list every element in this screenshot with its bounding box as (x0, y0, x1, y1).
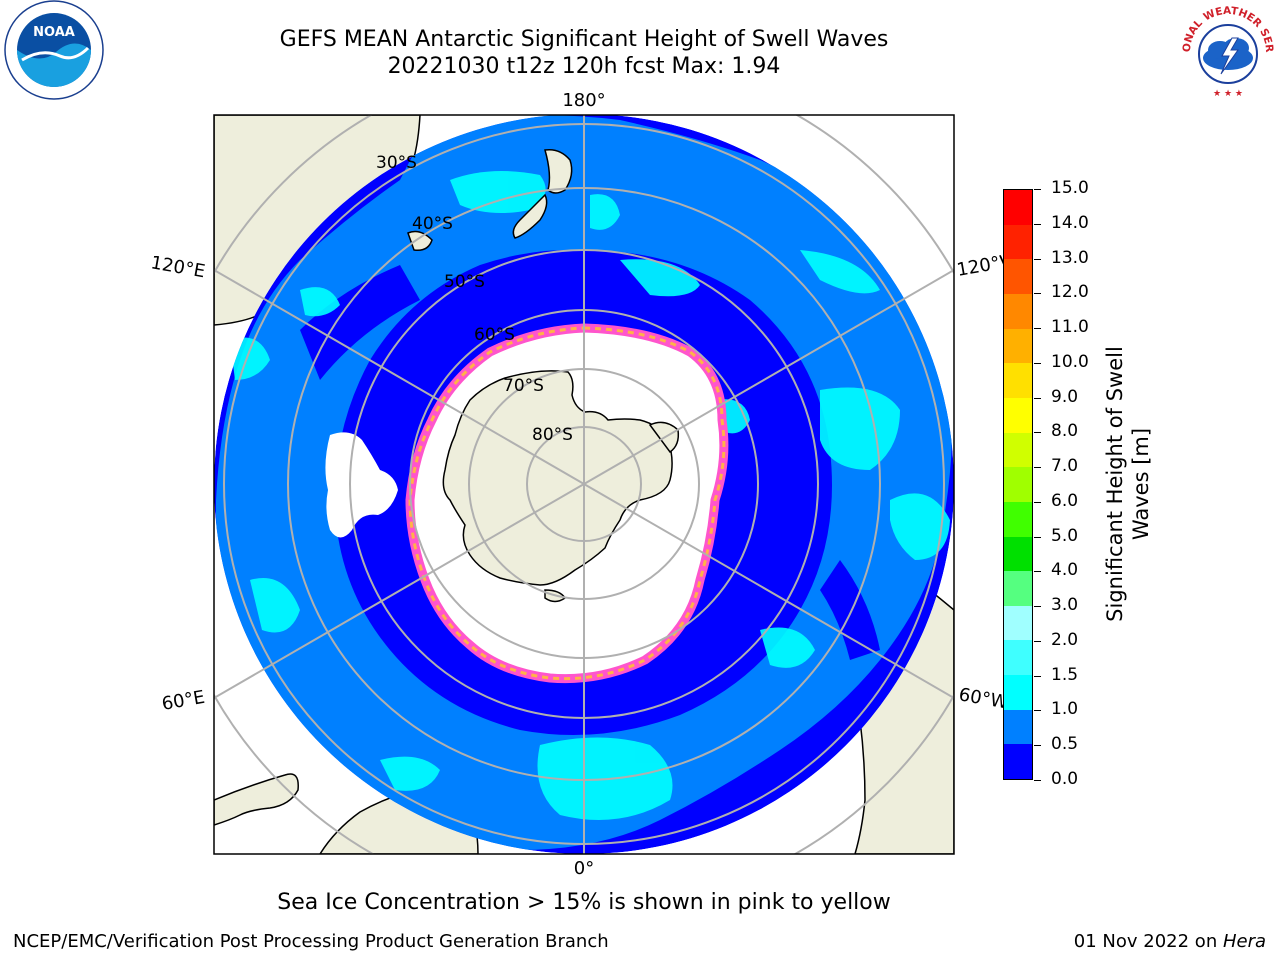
footer-branch: NCEP/EMC/Verification Post Processing Pr… (13, 931, 609, 952)
white-patch (325, 432, 398, 538)
colorbar-tick-label: 1.5 (1051, 664, 1079, 685)
lon-label-120e: 120°E (149, 252, 207, 282)
colorbar-tick-label: 9.0 (1051, 386, 1079, 407)
lat-label-60s: 60°S (474, 325, 515, 345)
colorbar-tick-label: 13.0 (1051, 247, 1089, 268)
footer-host: Hera (1222, 931, 1266, 952)
colorbar-tick-label: 12.0 (1051, 282, 1089, 303)
colorbar-tick-label: 0.0 (1051, 769, 1079, 789)
colorbar-segment (1004, 605, 1032, 641)
lat-label-80s: 80°S (532, 425, 573, 445)
colorbar-segment (1004, 259, 1032, 295)
colorbar-label: Significant Height of Swell Waves [m] (1103, 346, 1153, 622)
colorbar-segment (1004, 328, 1032, 364)
colorbar-segment (1004, 363, 1032, 398)
sea-ice-note: Sea Ice Concentration > 15% is shown in … (277, 890, 891, 915)
colorbar-tick-label: 7.0 (1051, 456, 1079, 477)
lat-label-30s: 30°S (376, 153, 417, 173)
nz-land (407, 148, 573, 252)
colorbar-segment (1004, 501, 1032, 537)
colorbar-tick-label: 15.0 (1051, 178, 1089, 198)
footer-date-text: 01 Nov 2022 on (1073, 931, 1223, 952)
lat-label-40s: 40°S (412, 214, 453, 234)
colorbar-ticks: 0.0 0.5 1.0 1.5 2.0 3.0 4.0 5.0 6.0 7.0 8.0 9.0 10.0… (1034, 178, 1114, 789)
map-title: GEFS MEAN Antarctic Significant Height o… (279, 27, 889, 52)
graticule (214, 115, 954, 854)
colorbar-tick-label: 5.0 (1051, 525, 1079, 546)
svg-text:★ ★ ★: ★ ★ ★ (1213, 89, 1243, 99)
colorbar-tick-label: 0.5 (1051, 734, 1079, 755)
colorbar-tick-label: 10.0 (1051, 351, 1089, 372)
colorbar-segment (1004, 190, 1032, 225)
colorbar-segment (1004, 467, 1032, 502)
nws-logo: NATIONAL WEATHER SERVICE ★ ★ ★ (1176, 0, 1278, 102)
colorbar-segment (1004, 536, 1032, 572)
colorbar-tick-label: 11.0 (1051, 317, 1089, 338)
colorbar-segment (1004, 709, 1032, 745)
colorbar-tick-label: 6.0 (1051, 490, 1079, 511)
noaa-logo-text: NOAA (33, 25, 75, 40)
noaa-logo: NOAA (4, 0, 104, 100)
colorbar-segment (1004, 640, 1032, 676)
colorbar (1003, 189, 1033, 780)
colorbar-segment (1004, 224, 1032, 260)
lon-label-180: 180° (562, 90, 605, 111)
colorbar-tick-label: 4.0 (1051, 560, 1079, 581)
colorbar-tick-label: 14.0 (1051, 212, 1089, 233)
colorbar-segment (1004, 432, 1032, 468)
colorbar-tick-label: 1.0 (1051, 699, 1079, 720)
colorbar-tick-label: 2.0 (1051, 629, 1079, 650)
map-border (213, 114, 955, 855)
lon-label-0: 0° (574, 858, 594, 879)
colorbar-segment (1004, 571, 1032, 606)
map-subtitle: 20221030 t12z 120h fcst Max: 1.94 (387, 54, 781, 79)
colorbar-tick-label: 3.0 (1051, 595, 1079, 616)
colorbar-segment (1004, 744, 1032, 779)
lon-label-60w: 60°W (957, 684, 1010, 713)
colorbar-segment (1004, 675, 1032, 710)
colorbar-segment (1004, 397, 1032, 433)
colorbar-tick-label: 8.0 (1051, 421, 1079, 442)
lat-label-50s: 50°S (444, 272, 485, 292)
footer-date: 01 Nov 2022 on Hera (1074, 931, 1266, 952)
lat-label-70s: 70°S (503, 376, 544, 396)
lon-label-60e: 60°E (160, 687, 206, 715)
colorbar-segment (1004, 294, 1032, 329)
